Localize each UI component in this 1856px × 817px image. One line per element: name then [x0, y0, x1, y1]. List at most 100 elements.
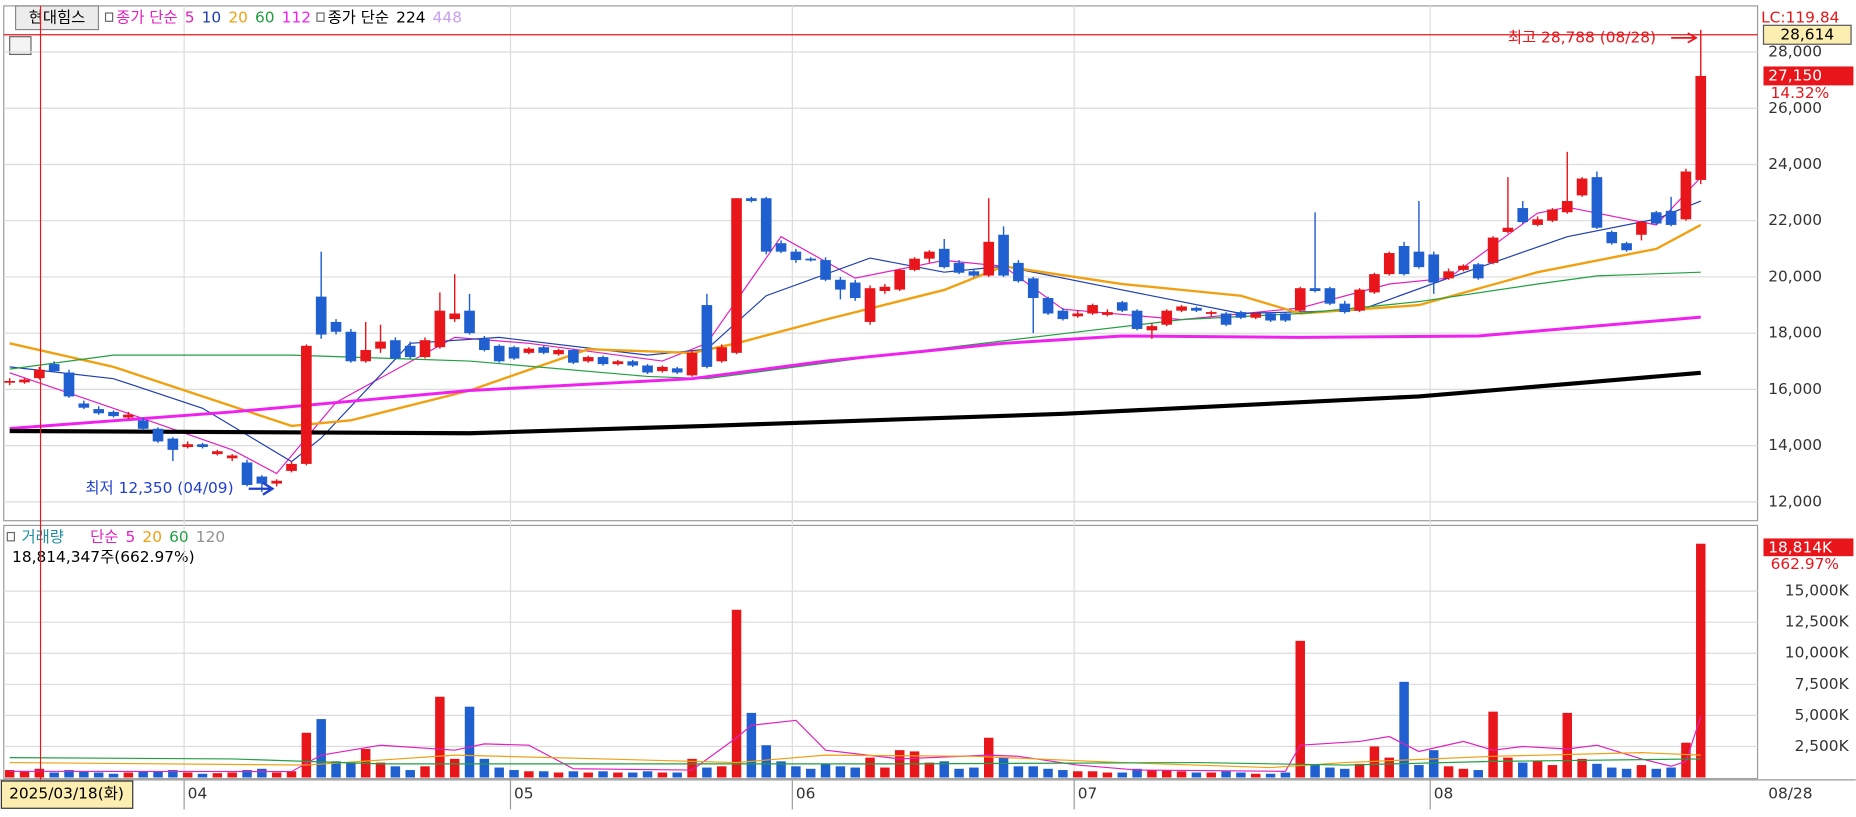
candle-body — [879, 286, 891, 292]
last-date: 08/28 — [1768, 785, 1812, 803]
volume-tick-label: 15,000K — [1785, 582, 1850, 600]
volume-bar — [1325, 767, 1335, 778]
volume-tick-label: 10,000K — [1785, 644, 1850, 662]
legend-entry: 112 — [282, 8, 311, 26]
volume-bar — [1592, 763, 1602, 778]
volume-bar — [1562, 712, 1572, 778]
volume-bar — [865, 757, 875, 778]
stock-name[interactable]: 현대힘스 — [29, 8, 86, 26]
volume-bar — [820, 763, 831, 778]
volume-bar — [346, 762, 356, 778]
volume-bar — [553, 772, 564, 778]
volume-bar — [746, 712, 757, 778]
volume-bar — [420, 766, 430, 778]
candle-body — [1413, 251, 1425, 268]
candle-body — [1324, 288, 1336, 304]
legend-entry: 5 — [126, 528, 136, 546]
candle-body — [182, 444, 194, 448]
volume-bar — [1607, 767, 1617, 778]
volume-bar — [909, 751, 920, 778]
volume-bar — [598, 771, 608, 778]
candle-body — [390, 340, 401, 359]
volume-last-label: 18,814K — [1768, 538, 1833, 556]
candle-body — [1309, 288, 1321, 292]
volume-bar — [1532, 761, 1543, 778]
y-tick-label: 14,000 — [1768, 436, 1822, 454]
candle-body — [48, 364, 60, 372]
legend-marker — [6, 531, 16, 542]
candle-body — [212, 451, 223, 455]
candle-body — [642, 365, 653, 373]
volume-last-box — [1763, 538, 1854, 557]
legend-entry: 448 — [433, 8, 462, 26]
volume-bar — [642, 771, 653, 778]
volume-bar — [1636, 765, 1647, 778]
volume-bar — [449, 758, 460, 778]
volume-panel — [3, 524, 1759, 780]
candle-body — [1621, 243, 1632, 251]
candle-body — [449, 313, 461, 320]
volume-bar — [212, 773, 223, 778]
volume-bar — [850, 767, 860, 778]
y-tick-label: 24,000 — [1768, 155, 1822, 173]
y-tick-label: 12,000 — [1768, 492, 1822, 510]
cursor-price-label: 28,614 — [1780, 25, 1834, 43]
volume-bar — [568, 771, 579, 778]
candle-body — [1116, 302, 1128, 311]
ma-line — [9, 223, 1702, 428]
volume-bar — [479, 758, 490, 778]
candle-body — [1027, 278, 1039, 299]
candle-body — [1680, 171, 1692, 220]
volume-bar — [494, 767, 504, 778]
lc-label: LC:119.84 — [1761, 8, 1839, 26]
candle-body — [1517, 208, 1529, 223]
cursor-date: 2025/03/18(화) — [9, 785, 124, 803]
candle-body — [1250, 313, 1262, 318]
candle-body — [716, 347, 728, 362]
candle-body — [93, 409, 105, 414]
volume-bar — [1577, 758, 1587, 778]
candle-body — [760, 198, 772, 252]
volume-bar — [1369, 746, 1380, 778]
volume-bar — [1028, 766, 1038, 778]
candle-body — [1176, 306, 1187, 311]
y-tick-label: 18,000 — [1768, 324, 1822, 342]
candle-body — [1057, 310, 1069, 320]
stock-button[interactable] — [15, 5, 100, 31]
candle-body — [241, 462, 253, 485]
volume-bar — [271, 772, 282, 778]
table-icon[interactable] — [9, 36, 32, 56]
volume-bar — [1340, 768, 1350, 778]
y-tick-label: 20,000 — [1768, 267, 1822, 285]
volume-bar — [1162, 770, 1172, 778]
volume-bar — [390, 766, 401, 778]
x-tick-label: 07 — [1078, 785, 1098, 803]
x-tick-label: 08 — [1434, 785, 1454, 803]
ma-line — [9, 370, 1701, 436]
candle-body — [1280, 313, 1291, 321]
candle-body — [404, 345, 416, 358]
volume-bar — [583, 772, 593, 778]
volume-bar — [138, 771, 148, 778]
candle-body — [1087, 305, 1098, 314]
volume-tick-label: 2,500K — [1795, 737, 1850, 755]
candle-body — [894, 269, 906, 290]
candle-body — [1131, 310, 1143, 329]
volume-bar — [1265, 773, 1276, 778]
volume-bar — [1117, 772, 1127, 778]
candle-body — [19, 379, 30, 383]
volume-bar — [1251, 773, 1261, 778]
volume-bar — [954, 768, 964, 778]
volume-bar — [1058, 770, 1068, 778]
candle-body — [686, 352, 698, 376]
volume-bar — [1518, 762, 1528, 778]
candle-body — [731, 198, 742, 353]
volume-bar — [405, 770, 415, 778]
volume-bar — [702, 767, 712, 778]
candle-body — [864, 288, 876, 322]
candle-body — [137, 420, 149, 429]
candle-body — [1369, 274, 1380, 293]
volume-tick-label: 7,500K — [1795, 675, 1850, 693]
volume-bar — [1547, 765, 1558, 778]
candle-body — [301, 345, 312, 464]
